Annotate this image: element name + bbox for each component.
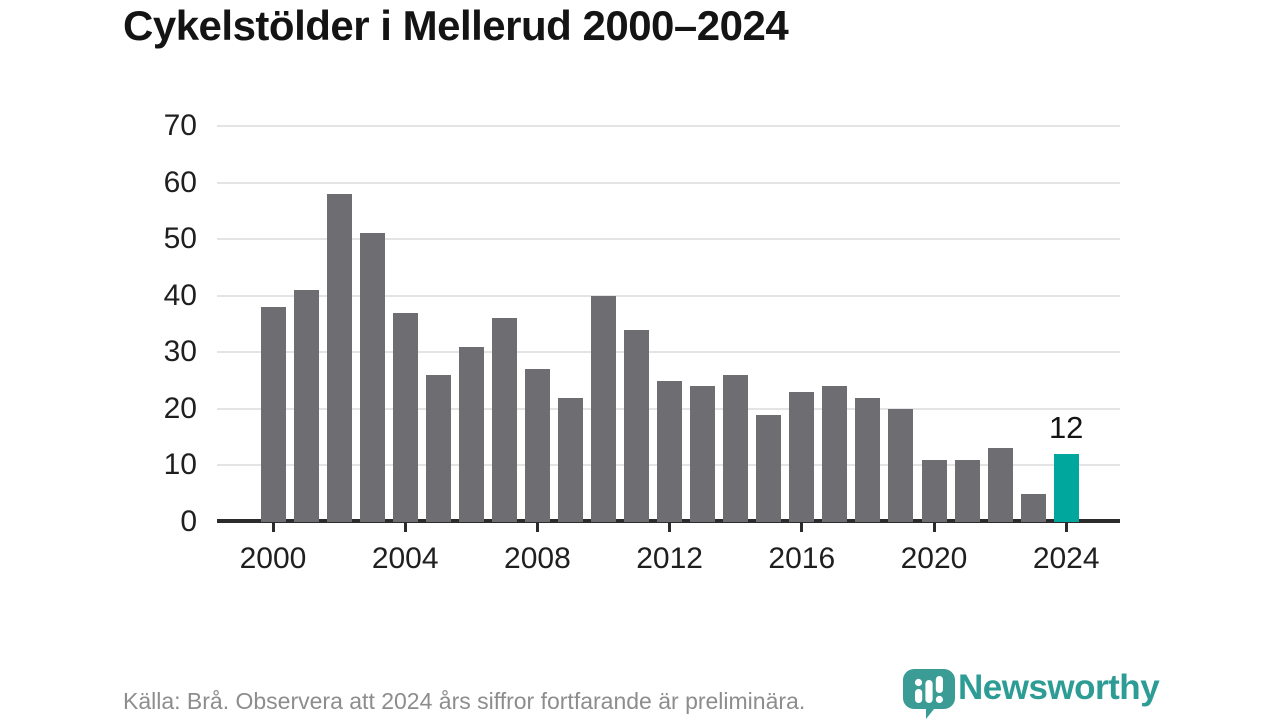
bar-2004 [392, 312, 418, 522]
gridline-60 [217, 181, 1120, 184]
bar-2014 [723, 374, 749, 522]
y-axis-label-50: 50 [163, 222, 197, 256]
source-note: Källa: Brå. Observera att 2024 års siffr… [123, 688, 806, 714]
bar-2012 [657, 380, 683, 522]
bar-2011 [624, 329, 650, 522]
gridline-40 [217, 294, 1120, 297]
bar-2003 [359, 233, 385, 522]
newsworthy-logo-icon [903, 669, 955, 719]
bar-2007 [491, 318, 517, 522]
bar-2010 [591, 295, 616, 522]
bar-2021 [954, 459, 980, 522]
x-axis-tick-2000 [271, 522, 275, 532]
y-axis-label-60: 60 [163, 165, 197, 199]
bar-2023 [1020, 493, 1046, 522]
bar-2000 [260, 307, 286, 522]
bar-2013 [690, 386, 716, 522]
bar-2024 [1053, 454, 1079, 522]
plot-area: 0 10 20 30 40 50 60 70 2000 2004 2008 2012 2016 2020 2… [164, 110, 1120, 575]
x-axis-label-2004: 2004 [371, 542, 439, 575]
highlight-value-label: 12 [1048, 410, 1084, 446]
bar-2009 [557, 397, 583, 522]
y-axis-label-10: 10 [163, 448, 197, 482]
x-axis-label-2024: 2024 [1032, 542, 1100, 575]
gridline-70 [217, 125, 1120, 127]
y-axis-label-20: 20 [163, 391, 197, 425]
bar-2006 [458, 346, 484, 522]
gridline-30 [217, 351, 1120, 354]
y-axis-label-0: 0 [180, 505, 197, 538]
bar-2001 [293, 290, 319, 522]
bar-2002 [326, 193, 352, 522]
chart-title: Cykelstölder i Mellerud 2000–2024 [123, 2, 789, 49]
brand-wordmark: Newsworthy [958, 668, 1160, 707]
x-axis-label-2012: 2012 [636, 542, 703, 575]
x-axis-tick-2016 [800, 522, 804, 532]
y-axis-label-30: 30 [163, 335, 197, 369]
x-axis-tick-2020 [932, 522, 936, 532]
bar-2005 [425, 374, 451, 522]
bar-2015 [756, 414, 782, 522]
bar-2008 [524, 369, 550, 522]
x-axis-label-2008: 2008 [504, 542, 571, 575]
x-axis-label-2000: 2000 [239, 542, 307, 575]
x-axis-tick-2024 [1064, 522, 1068, 532]
bar-2020 [921, 459, 947, 522]
gridline-50 [217, 238, 1120, 241]
bar-2019 [888, 408, 914, 522]
x-axis-tick-2008 [535, 522, 539, 532]
x-axis-tick-2012 [668, 522, 672, 532]
y-axis-label-70: 70 [163, 109, 197, 142]
x-axis-tick-2004 [403, 522, 407, 532]
y-axis-label-40: 40 [163, 278, 197, 312]
x-axis-label-2020: 2020 [900, 542, 968, 575]
bar-2017 [822, 386, 848, 522]
bar-2018 [855, 397, 881, 522]
bar-2016 [789, 391, 815, 522]
bar-2022 [987, 448, 1013, 522]
x-axis-label-2016: 2016 [768, 542, 836, 575]
